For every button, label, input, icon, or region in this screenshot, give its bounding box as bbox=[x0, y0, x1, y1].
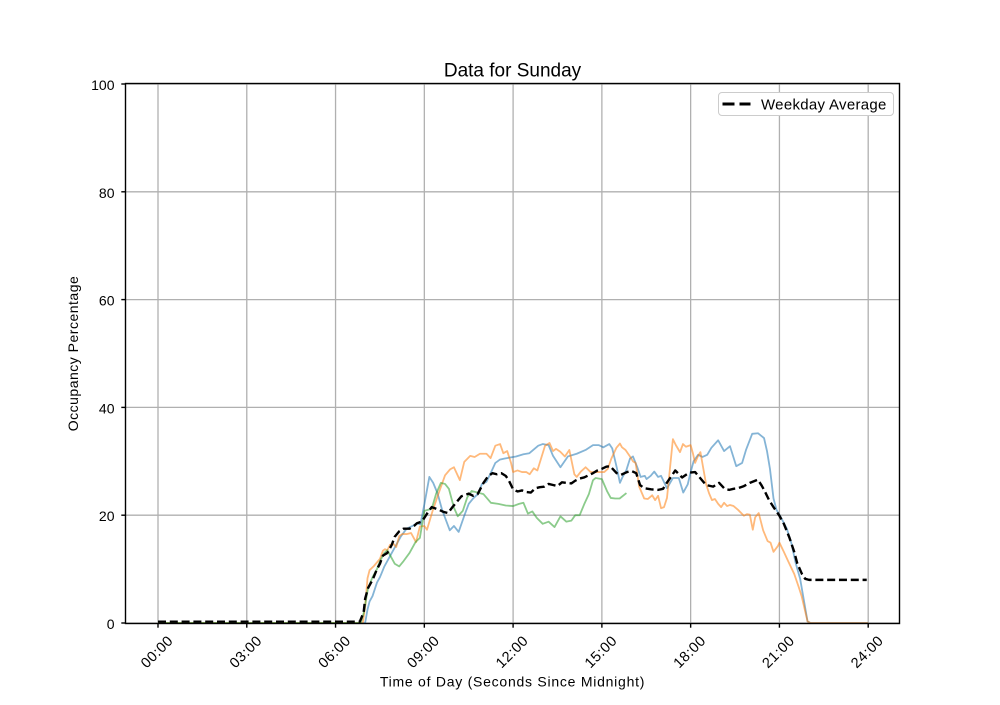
svg-text:Weekday Average: Weekday Average bbox=[761, 97, 887, 114]
svg-text:Time of Day (Seconds Since Mid: Time of Day (Seconds Since Midnight) bbox=[380, 674, 645, 690]
svg-text:100: 100 bbox=[91, 77, 115, 93]
svg-text:60: 60 bbox=[99, 293, 115, 309]
svg-text:0: 0 bbox=[107, 616, 115, 632]
svg-text:Occupancy Percentage: Occupancy Percentage bbox=[65, 276, 81, 432]
svg-text:20: 20 bbox=[99, 508, 115, 524]
svg-text:80: 80 bbox=[99, 185, 115, 201]
svg-text:40: 40 bbox=[99, 400, 115, 416]
svg-text:Data for Sunday: Data for Sunday bbox=[444, 61, 582, 82]
